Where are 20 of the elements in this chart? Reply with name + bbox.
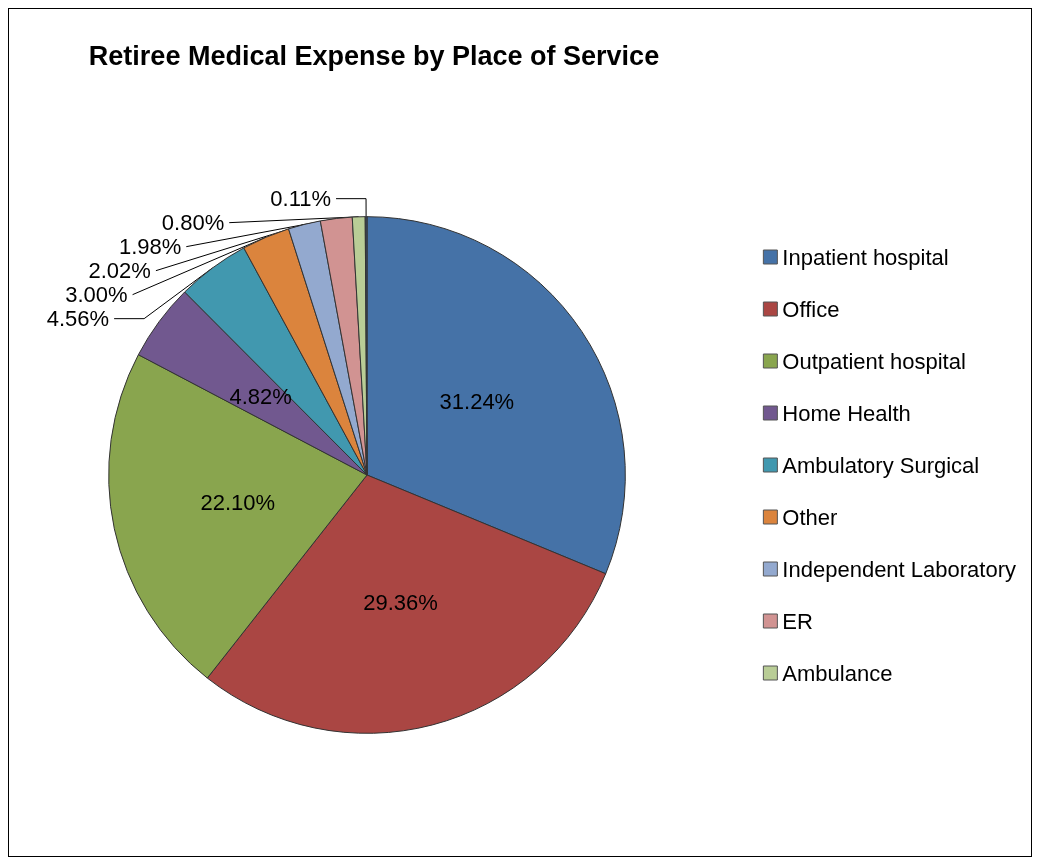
data-label: 1.98% — [118, 234, 182, 260]
data-label: 31.24% — [439, 389, 515, 415]
data-label: 29.36% — [363, 590, 438, 616]
legend-label: Inpatient hospital — [782, 244, 949, 270]
data-label: 22.10% — [200, 490, 276, 516]
legend-label: Outpatient hospital — [782, 348, 966, 374]
data-label: 0.80% — [161, 210, 225, 236]
legend-label: Independent Laboratory — [782, 556, 1017, 582]
data-label: 3.00% — [65, 282, 128, 308]
legend-label: Ambulance — [782, 660, 893, 686]
data-label: 2.02% — [88, 258, 151, 284]
data-label: 4.56% — [46, 306, 110, 332]
data-label: 0.11% — [270, 186, 332, 212]
legend-label: Home Health — [782, 400, 911, 426]
legend-label: Ambulatory Surgical — [782, 452, 980, 478]
chart-title: Retiree Medical Expense by Place of Service — [88, 40, 660, 71]
legend-label: Other — [782, 504, 838, 530]
legend-label: Office — [782, 296, 840, 322]
data-label: 4.82% — [229, 384, 292, 410]
legend-label: ER — [782, 608, 813, 634]
